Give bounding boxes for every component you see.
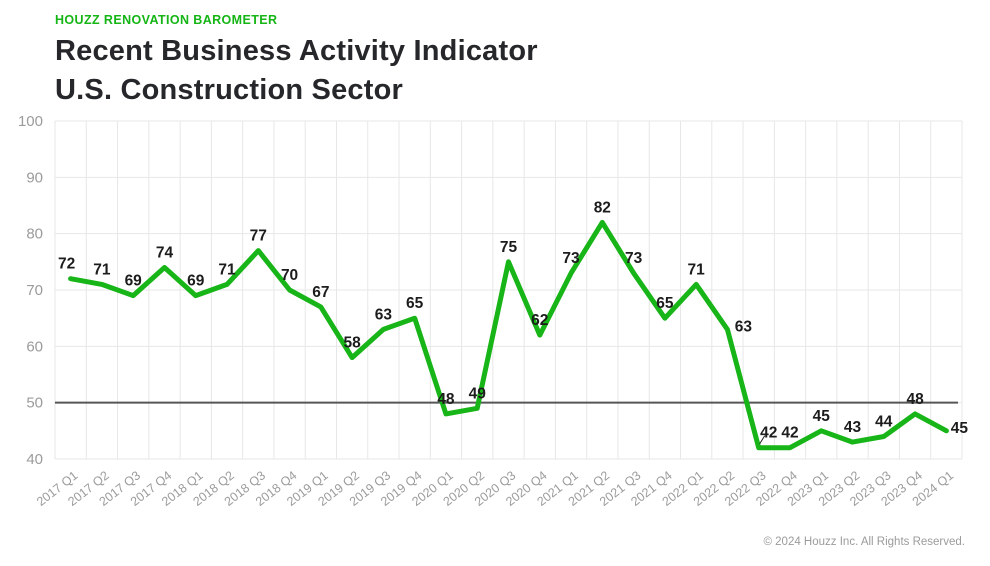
page-title: Recent Business Activity Indicator U.S. … [55, 32, 538, 110]
point-label: 72 [58, 256, 75, 273]
point-label: 48 [906, 391, 924, 408]
y-tick-label: 90 [26, 169, 43, 186]
y-tick-label: 100 [18, 113, 43, 130]
chart-header: HOUZZ RENOVATION BAROMETER Recent Busine… [55, 13, 538, 110]
point-label: 73 [625, 250, 643, 267]
point-label: 74 [156, 244, 174, 261]
point-label: 42 [781, 425, 798, 442]
label-leader-line [759, 435, 766, 444]
point-label: 71 [218, 261, 236, 278]
point-label: 73 [562, 250, 580, 267]
y-tick-label: 50 [26, 395, 43, 412]
y-tick-label: 70 [26, 282, 43, 299]
point-label: 65 [656, 295, 674, 312]
point-label: 69 [187, 273, 205, 290]
eyebrow-label: HOUZZ RENOVATION BAROMETER [55, 13, 278, 27]
point-label: 71 [93, 261, 111, 278]
y-tick-label: 80 [26, 226, 43, 243]
point-label: 45 [951, 420, 969, 437]
point-label: 48 [437, 391, 455, 408]
point-label: 58 [343, 335, 361, 352]
point-label: 77 [250, 228, 267, 245]
point-label: 82 [594, 199, 611, 216]
point-label: 44 [875, 413, 893, 430]
point-label: 43 [844, 419, 862, 436]
title-line-2: U.S. Construction Sector [55, 74, 403, 106]
point-label: 63 [375, 306, 393, 323]
point-label: 75 [500, 239, 518, 256]
point-label: 62 [531, 312, 548, 329]
point-label: 63 [735, 318, 753, 335]
y-tick-label: 60 [26, 338, 43, 355]
point-label: 71 [688, 261, 706, 278]
point-label: 49 [469, 385, 487, 402]
copyright-text: © 2024 Houzz Inc. All Rights Reserved. [763, 536, 965, 548]
point-label: 45 [813, 408, 831, 425]
y-tick-label: 40 [26, 451, 43, 468]
title-line-1: Recent Business Activity Indicator [55, 35, 538, 67]
series-line [68, 219, 949, 451]
point-label: 42 [760, 425, 777, 442]
point-label: 70 [281, 267, 298, 284]
point-label: 69 [125, 273, 143, 290]
point-label: 67 [312, 284, 329, 301]
point-label: 65 [406, 295, 424, 312]
